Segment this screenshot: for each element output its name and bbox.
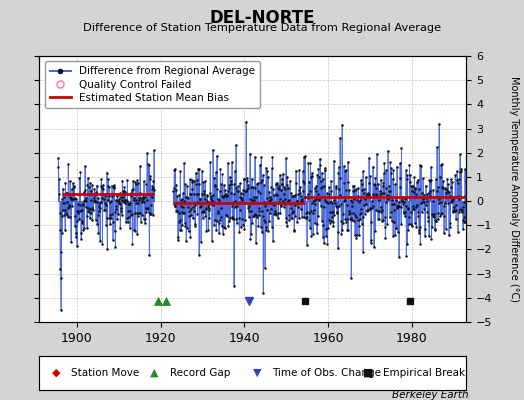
Legend: Difference from Regional Average, Quality Control Failed, Estimated Station Mean: Difference from Regional Average, Qualit… — [45, 61, 260, 108]
Y-axis label: Monthly Temperature Anomaly Difference (°C): Monthly Temperature Anomaly Difference (… — [509, 76, 519, 302]
Text: ◆: ◆ — [52, 368, 61, 378]
Text: Time of Obs. Change: Time of Obs. Change — [272, 368, 381, 378]
Text: Record Gap: Record Gap — [170, 368, 230, 378]
Text: DEL-NORTE: DEL-NORTE — [209, 9, 315, 27]
Text: ▲: ▲ — [150, 368, 159, 378]
Text: Empirical Break: Empirical Break — [383, 368, 465, 378]
Text: Difference of Station Temperature Data from Regional Average: Difference of Station Temperature Data f… — [83, 23, 441, 33]
Text: ■: ■ — [363, 368, 374, 378]
Text: Station Move: Station Move — [71, 368, 139, 378]
Text: Berkeley Earth: Berkeley Earth — [392, 390, 469, 400]
Text: ▼: ▼ — [253, 368, 261, 378]
